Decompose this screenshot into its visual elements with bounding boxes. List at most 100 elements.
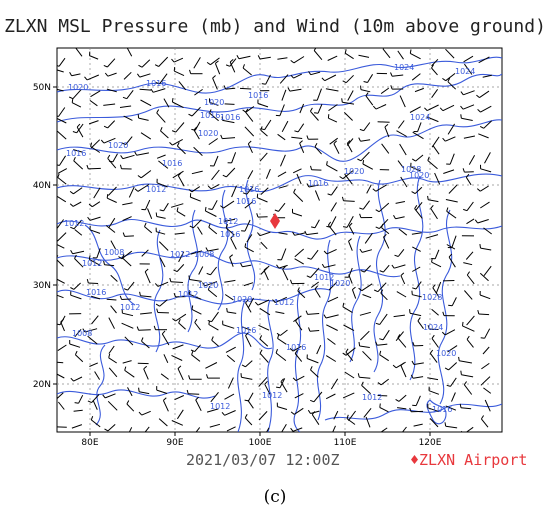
wind-barb-flag — [74, 350, 78, 355]
wind-barb — [242, 67, 252, 76]
wind-barb — [291, 136, 303, 139]
wind-barb-flag — [121, 142, 126, 145]
wind-barb-flag — [280, 378, 284, 383]
wind-barb — [330, 202, 337, 212]
wind-barb — [57, 373, 65, 379]
wind-barb — [327, 296, 339, 303]
wind-barb-flag — [156, 109, 160, 114]
wind-barb-flag — [409, 49, 412, 54]
wind-barb-flag — [365, 92, 369, 97]
wind-barb-flag — [321, 263, 325, 268]
wind-barb-flag — [412, 342, 415, 347]
wind-barb — [343, 112, 353, 121]
wind-barb-flag — [60, 318, 65, 323]
isobar-label: 1012 — [146, 185, 166, 194]
wind-barb-flag — [304, 230, 307, 235]
wind-barb — [430, 208, 438, 220]
wind-barb — [279, 104, 285, 116]
wind-barb-flag — [244, 243, 247, 248]
wind-barb-flag — [86, 164, 89, 170]
wind-barb — [246, 234, 253, 243]
isobar-label: 1012 — [170, 250, 190, 259]
wind-barb — [207, 248, 219, 252]
wind-barb-flag — [307, 257, 312, 260]
wind-barb-flag — [55, 274, 56, 278]
wind-barb-flag — [448, 304, 453, 307]
wind-barb-flag — [88, 203, 93, 208]
wind-barb — [172, 170, 184, 179]
isobar-label: 1012 — [362, 393, 382, 402]
wind-barb — [451, 235, 457, 248]
wind-barb-flag — [314, 142, 318, 147]
wind-barb-flag — [352, 286, 356, 290]
wind-barb-flag — [71, 98, 74, 103]
wind-barb — [359, 345, 370, 348]
isobar-label: 1012 — [314, 273, 334, 282]
wind-barb — [144, 426, 150, 432]
isobar-label: 1012 — [178, 290, 198, 299]
wind-barb — [359, 311, 371, 316]
wind-barb — [157, 281, 169, 287]
wind-barb — [397, 337, 407, 348]
wind-barb — [76, 126, 84, 138]
wind-barb — [88, 282, 99, 284]
wind-barb — [140, 170, 152, 179]
wind-barb-flag — [372, 105, 377, 110]
wind-barb — [89, 362, 98, 367]
wind-barb — [122, 202, 133, 206]
wind-barb-flag — [254, 301, 259, 306]
wind-barb — [89, 55, 99, 60]
wind-barb — [324, 264, 336, 268]
wind-barb-flag — [327, 193, 332, 196]
isobar-label: 1012 — [218, 217, 238, 226]
wind-barb — [343, 200, 355, 202]
wind-barb — [224, 103, 235, 105]
wind-barb — [125, 136, 133, 145]
wind-barb-flag — [379, 270, 384, 273]
isobar-label: 1016 — [162, 159, 182, 168]
wind-barb-flag — [169, 277, 172, 282]
lon-tick-label: 90E — [166, 438, 183, 448]
wind-barb — [194, 344, 201, 352]
wind-barb-flag — [384, 124, 389, 128]
wind-barb — [463, 55, 474, 63]
wind-barb — [193, 129, 200, 140]
wind-barb — [127, 387, 133, 397]
wind-barb — [427, 377, 439, 381]
wind-barb — [242, 264, 252, 268]
wind-barb — [481, 362, 490, 370]
wind-barb — [124, 369, 135, 378]
wind-barb — [58, 107, 66, 117]
wind-barb-flag — [177, 365, 182, 369]
wind-barb — [278, 232, 288, 235]
wind-barb — [465, 251, 474, 260]
wind-barb — [360, 139, 371, 142]
wind-barb-flag — [155, 303, 160, 307]
wind-barb — [147, 208, 153, 219]
wind-barb-flag — [275, 349, 278, 354]
wind-barb — [346, 215, 354, 228]
wind-barb-flag — [359, 213, 362, 218]
axis-ticks: 50N 40N 30N 20N 80E 90E 100E 110E 120E — [33, 83, 442, 448]
wind-barb — [229, 61, 236, 73]
wind-barb-flag — [138, 387, 140, 392]
wind-barb-flag — [442, 137, 446, 142]
wind-barb-flag — [476, 94, 480, 98]
wind-barb — [189, 293, 202, 300]
wind-barb — [211, 169, 220, 181]
wind-barb-flag — [293, 188, 296, 193]
wind-barb — [197, 226, 203, 235]
wind-barb — [160, 373, 169, 380]
wind-barb-flag — [154, 64, 159, 67]
wind-barb — [428, 390, 440, 395]
wind-barb — [292, 212, 303, 217]
wind-barb — [429, 353, 438, 363]
wind-barb-flag — [465, 173, 470, 178]
isobar-line — [409, 175, 424, 381]
wind-barb — [346, 418, 356, 425]
wind-barb — [71, 102, 82, 108]
wind-barb — [108, 217, 116, 229]
wind-barb-flag — [191, 305, 194, 310]
wind-barb — [57, 195, 67, 203]
wind-barb — [450, 377, 457, 387]
